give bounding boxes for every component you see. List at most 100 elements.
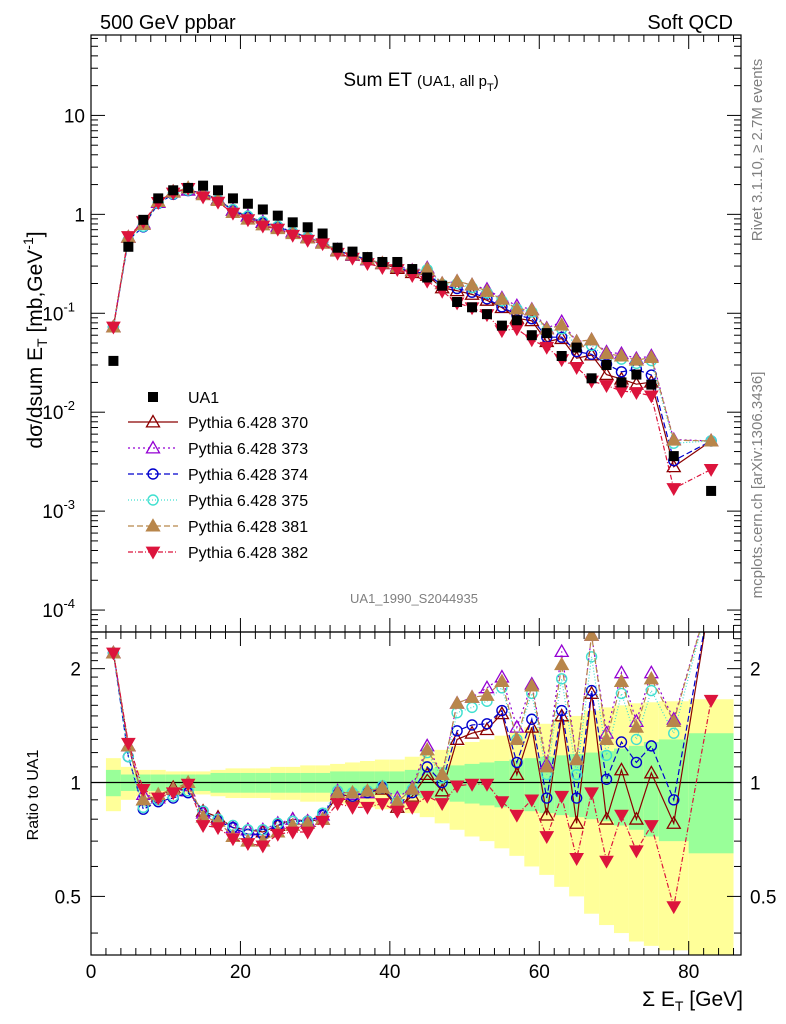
main-series-marker — [509, 301, 525, 315]
ratio-series-marker — [583, 632, 600, 641]
data-point — [287, 217, 298, 228]
ratio-series-marker — [643, 765, 659, 779]
ratio-series-marker — [122, 751, 135, 763]
main-series-marker — [449, 282, 465, 297]
ratio-series-marker — [225, 833, 241, 847]
process-label: Soft QCD — [647, 12, 733, 34]
main-y-axis-label: dσ/dsum ET [mb,GeV-1] — [20, 231, 50, 448]
uncertainty-band-stat — [688, 733, 734, 854]
uncertainty-band-stat — [554, 755, 570, 816]
ratio-series-marker — [210, 822, 226, 836]
main-series-marker — [554, 330, 570, 345]
ratio-series-marker — [240, 838, 256, 851]
chart-subtitle: (UA1, all pT) — [417, 73, 499, 94]
ratio-series-marker — [466, 719, 478, 731]
ratio-series-marker — [496, 704, 508, 717]
main-series-marker — [615, 366, 628, 378]
main-series-marker — [315, 238, 330, 252]
ratio-y-tick-label: 0.5 — [55, 887, 81, 908]
main-series-marker — [464, 277, 480, 291]
ratio-series-marker — [464, 689, 480, 703]
legend-label: Pythia 6.428 374 — [188, 467, 308, 484]
ratio-series-marker — [554, 643, 570, 658]
main-series-marker — [666, 483, 682, 497]
ratio-series-marker — [583, 685, 600, 699]
main-series-marker — [240, 214, 256, 228]
legend-label: Pythia 6.428 373 — [188, 441, 308, 458]
ratio-series-marker — [404, 801, 420, 815]
uncertainty-band-stat — [613, 748, 629, 826]
data-point — [123, 241, 134, 252]
legend-label: Pythia 6.428 370 — [188, 415, 308, 432]
main-series-marker — [599, 380, 614, 394]
ratio-series-marker — [135, 783, 151, 797]
main-series-marker — [524, 312, 540, 327]
ratio-series-marker — [666, 815, 682, 829]
data-point — [153, 193, 164, 204]
ratio-series-marker — [613, 762, 630, 776]
data-point — [452, 297, 463, 308]
ratio-series-marker — [359, 783, 376, 797]
ratio-y-axis-label: Ratio to UA1 — [25, 750, 42, 841]
ratio-series-marker — [285, 826, 301, 840]
data-point — [317, 228, 328, 239]
data-point — [556, 350, 567, 361]
ratio-series-marker — [539, 807, 555, 821]
ratio-series-line — [112, 632, 702, 831]
main-series-marker — [494, 299, 510, 314]
ratio-series-marker — [570, 792, 583, 804]
main-series-marker — [270, 223, 286, 237]
data-point — [601, 359, 612, 370]
ylabel-unit: [mb,GeV — [24, 250, 47, 339]
x-axis-label: Σ ET [GeV] — [642, 988, 743, 1014]
ratio-series-marker — [555, 673, 568, 685]
ratio-series-marker — [419, 790, 435, 804]
data-point — [362, 252, 373, 263]
main-series-marker — [643, 390, 659, 404]
data-point — [242, 198, 253, 209]
tick-exp: -3 — [63, 497, 75, 512]
ratio-series-marker — [614, 809, 629, 823]
ratio-series-marker — [524, 678, 540, 692]
main-y-tick-label: 1 — [74, 205, 85, 226]
uncertainty-band-stat — [643, 741, 659, 837]
x-tick-label: 40 — [379, 962, 400, 983]
x-tick-label: 60 — [529, 962, 550, 983]
main-series-marker — [703, 464, 719, 477]
ratio-frame — [90, 631, 742, 956]
ratio-series-marker — [509, 731, 525, 745]
data-point — [168, 185, 179, 196]
legend-marker-data — [148, 392, 158, 402]
main-series-marker — [613, 348, 630, 362]
data-point — [392, 256, 403, 267]
ratio-series-marker — [419, 766, 435, 781]
legend-label: Pythia 6.428 382 — [188, 545, 308, 562]
main-y-tick-label: 10-2 — [42, 398, 75, 424]
legend-marker — [145, 546, 161, 560]
ratio-series-marker — [329, 784, 346, 799]
ratio-series-marker — [421, 761, 433, 773]
data-point — [422, 272, 433, 283]
ratio-series-marker — [598, 731, 615, 745]
ratio-series-marker — [150, 792, 166, 806]
ratio-series-marker — [481, 718, 493, 730]
uncertainty-band-stat — [599, 751, 614, 822]
ratio-series-marker — [539, 759, 555, 773]
legend-marker — [147, 468, 159, 480]
x-tick-label: 0 — [86, 962, 97, 983]
main-series-marker — [666, 458, 682, 473]
ratio-series-marker — [615, 687, 628, 700]
ratio-series-marker — [464, 778, 480, 792]
main-series-marker — [494, 291, 510, 305]
tick-base: 10 — [42, 304, 63, 325]
ratio-series-marker — [541, 792, 553, 804]
ratio-series-marker — [599, 855, 614, 869]
legend: UA1 Pythia 6.428 370 Pythia 6.428 373 Pythi… — [128, 390, 308, 562]
data-point — [257, 204, 268, 215]
subtitle-text: (UA1, all p — [417, 73, 487, 90]
main-series-marker — [120, 231, 136, 245]
ratio-series-marker — [585, 684, 598, 697]
ylabel-sub: T — [34, 338, 50, 347]
